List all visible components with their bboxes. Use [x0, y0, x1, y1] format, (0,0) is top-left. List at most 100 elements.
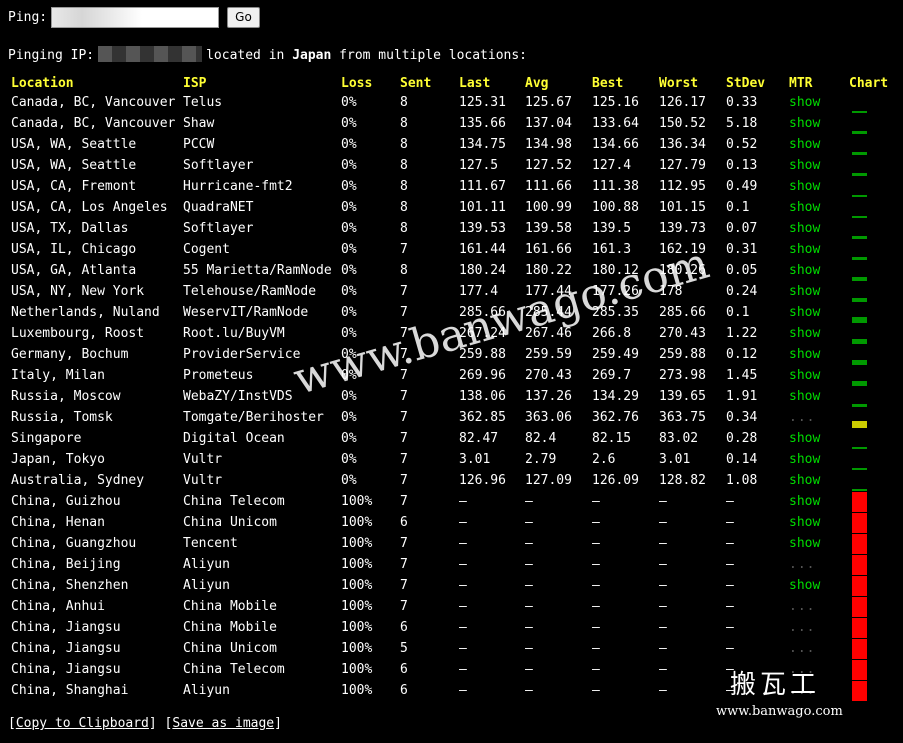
mtr-show-link[interactable]: show: [789, 389, 821, 404]
cell-sent: 6: [400, 620, 408, 635]
mtr-show-link[interactable]: show: [789, 536, 821, 551]
cell-last: 111.67: [459, 179, 506, 194]
cell-loss: 0%: [341, 305, 357, 320]
cell-worst: –: [659, 599, 667, 614]
cell-loss: 0%: [341, 347, 357, 362]
save-as-image-link[interactable]: Save as image: [172, 716, 275, 731]
cell-last: 134.75: [459, 137, 506, 152]
mtr-show-link[interactable]: show: [789, 221, 821, 236]
cell-isp: Softlayer: [183, 158, 254, 173]
cell-stdev: 0.24: [726, 284, 758, 299]
mtr-show-link[interactable]: show: [789, 431, 821, 446]
cell-sent: 6: [400, 515, 408, 530]
cell-worst: 178: [659, 284, 683, 299]
mtr-show-link[interactable]: show: [789, 137, 821, 152]
table-row: China, Anhui China Mobile 100% 7 – – – – –...: [8, 596, 892, 617]
mtr-show-link[interactable]: show: [789, 179, 821, 194]
cell-best: 177.26: [592, 284, 639, 299]
cell-avg: 137.04: [525, 116, 572, 131]
mtr-show-link[interactable]: show: [789, 200, 821, 215]
cell-isp: PCCW: [183, 137, 215, 152]
cell-isp: Tencent: [183, 536, 238, 551]
cell-best: 127.4: [592, 158, 632, 173]
col-isp: ISP: [183, 76, 207, 91]
cell-worst: 136.34: [659, 137, 706, 152]
mtr-show-link[interactable]: show: [789, 242, 821, 257]
cell-last: 259.88: [459, 347, 506, 362]
cell-isp: Cogent: [183, 242, 230, 257]
cell-worst: 128.82: [659, 473, 706, 488]
cell-isp: China Telecom: [183, 494, 285, 509]
cell-stdev: –: [726, 620, 734, 635]
table-row: USA, CA, Los Angeles QuadraNET 0% 8 101.11 10…: [8, 197, 892, 218]
mtr-show-link[interactable]: show: [789, 95, 821, 110]
cell-avg: 139.58: [525, 221, 572, 236]
mtr-show-link[interactable]: show: [789, 368, 821, 383]
cell-worst: 83.02: [659, 431, 699, 446]
cell-worst: 139.65: [659, 389, 706, 404]
cell-chart: [846, 428, 892, 449]
cell-isp: China Unicom: [183, 515, 277, 530]
cell-stdev: 0.14: [726, 452, 758, 467]
cell-last: 82.47: [459, 431, 499, 446]
table-row: China, Beijing Aliyun 100% 7 – – – – –...: [8, 554, 892, 575]
cell-stdev: 1.22: [726, 326, 758, 341]
cell-stdev: –: [726, 662, 734, 677]
cell-sent: 8: [400, 221, 408, 236]
cell-chart: [846, 113, 892, 134]
mtr-pending: ...: [789, 683, 816, 698]
cell-chart: [846, 281, 892, 302]
mtr-show-link[interactable]: show: [789, 158, 821, 173]
copy-to-clipboard-link[interactable]: Copy to Clipboard: [15, 716, 149, 731]
mtr-show-link[interactable]: show: [789, 578, 821, 593]
cell-stdev: 0.31: [726, 242, 758, 257]
cell-avg: 363.06: [525, 410, 572, 425]
cell-last: 285.66: [459, 305, 506, 320]
cell-sent: 7: [400, 347, 408, 362]
mtr-show-link[interactable]: show: [789, 305, 821, 320]
cell-location: Australia, Sydney: [11, 473, 145, 488]
cell-sent: 8: [400, 137, 408, 152]
cell-best: 362.76: [592, 410, 639, 425]
latency-bar: [852, 152, 867, 155]
mtr-show-link[interactable]: show: [789, 326, 821, 341]
ping-host-input[interactable]: [51, 6, 220, 28]
cell-stdev: 0.12: [726, 347, 758, 362]
cell-loss: 0%: [341, 137, 357, 152]
cell-last: –: [459, 578, 467, 593]
mtr-show-link[interactable]: show: [789, 284, 821, 299]
cell-last: 127.5: [459, 158, 499, 173]
table-row: USA, TX, Dallas Softlayer 0% 8 139.53 139.58 1…: [8, 218, 892, 239]
cell-isp: WebaZY/InstVDS: [183, 389, 293, 404]
mtr-show-link[interactable]: show: [789, 116, 821, 131]
mtr-pending: ...: [789, 662, 816, 677]
mtr-show-link[interactable]: show: [789, 263, 821, 278]
cell-loss: 100%: [341, 641, 373, 656]
cell-best: 139.5: [592, 221, 632, 236]
table-row: USA, WA, Seattle PCCW 0% 8 134.75 134.98 134.6…: [8, 134, 892, 155]
cell-loss: 100%: [341, 578, 373, 593]
cell-chart: [846, 386, 892, 407]
cell-sent: 7: [400, 473, 408, 488]
ping-form: Ping: Go: [8, 6, 260, 28]
cell-sent: 7: [400, 578, 408, 593]
mtr-show-link[interactable]: show: [789, 515, 821, 530]
cell-best: –: [592, 620, 600, 635]
cell-isp: Aliyun: [183, 578, 230, 593]
cell-stdev: 0.49: [726, 179, 758, 194]
cell-sent: 7: [400, 494, 408, 509]
cell-chart: [846, 218, 892, 239]
brand-url: www.banwago.com: [716, 704, 843, 719]
mtr-show-link[interactable]: show: [789, 452, 821, 467]
cell-location: China, Jiangsu: [11, 641, 121, 656]
go-button[interactable]: Go: [227, 6, 260, 28]
cell-best: 125.16: [592, 95, 639, 110]
cell-worst: 363.75: [659, 410, 706, 425]
cell-isp: China Unicom: [183, 641, 277, 656]
cell-stdev: 1.45: [726, 368, 758, 383]
cell-best: –: [592, 578, 600, 593]
cell-worst: 180.26: [659, 263, 706, 278]
mtr-show-link[interactable]: show: [789, 473, 821, 488]
mtr-show-link[interactable]: show: [789, 494, 821, 509]
mtr-show-link[interactable]: show: [789, 347, 821, 362]
